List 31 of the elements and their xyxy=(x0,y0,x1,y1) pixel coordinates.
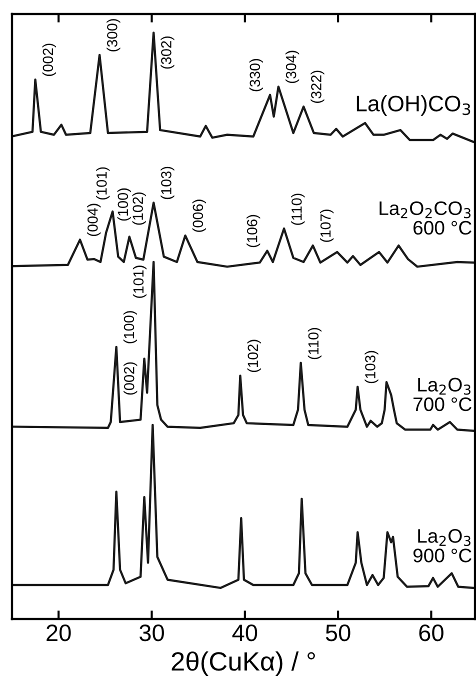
series-label: La(OH)CO$_{3}$ xyxy=(356,95,470,116)
annotation: (101) xyxy=(132,266,147,298)
x-tick-label: 40 xyxy=(232,624,258,642)
annotation: (102) xyxy=(132,192,146,225)
annotation: (006) xyxy=(192,200,206,232)
x-tick-label: 50 xyxy=(326,624,350,642)
annotation: (004) xyxy=(87,204,101,236)
x-tick-label: 60 xyxy=(419,624,444,642)
annotation: (110) xyxy=(291,194,305,225)
annotation: (002) xyxy=(42,44,56,76)
annotation: (102) xyxy=(247,340,261,372)
annotation: (002) xyxy=(124,362,138,395)
series-label: La$_{2}$O$_{2}$CO$_{3}$ 600 °C xyxy=(380,201,472,235)
annotation: (304) xyxy=(286,50,300,84)
annotation: (103) xyxy=(160,166,174,200)
annotation: (100) xyxy=(117,188,131,221)
annotation: (101) xyxy=(96,167,110,200)
annotation: (106) xyxy=(246,214,260,248)
annotation: (300) xyxy=(106,19,120,52)
annotation: (107) xyxy=(320,210,334,242)
annotation: (100) xyxy=(123,311,138,344)
series-label: La$_{2}$O$_{3}$ 900 °C xyxy=(413,529,472,562)
x-tick-label: 20 xyxy=(46,624,71,642)
annotation: (103) xyxy=(364,350,378,384)
x-axis-title: 2θ(CuKα) / ° xyxy=(172,651,315,676)
annotation: (322) xyxy=(310,70,324,103)
series-label: La$_{2}$O$_{3}$ 700 °C xyxy=(414,378,472,412)
annotation: (330) xyxy=(249,58,263,92)
annotation: (110) xyxy=(308,328,322,360)
annotation: (302) xyxy=(160,36,174,69)
x-tick-label: 30 xyxy=(140,624,164,642)
